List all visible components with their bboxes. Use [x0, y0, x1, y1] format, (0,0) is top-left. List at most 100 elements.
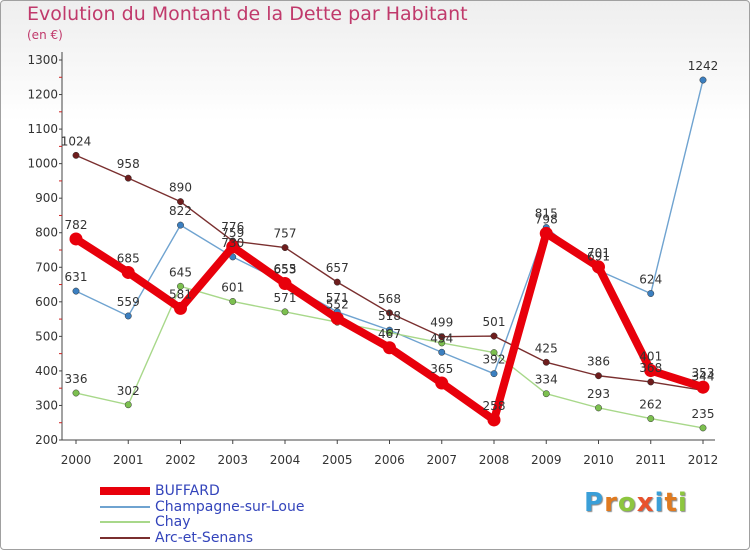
- data-label: 815: [535, 207, 558, 221]
- data-point: [438, 333, 446, 341]
- data-label: 353: [692, 366, 715, 380]
- logo-letter: x: [636, 488, 655, 518]
- data-label: 653: [274, 263, 297, 277]
- data-labels-layer: 782 685 581 759 653 552 467 365 258 798 701 401 353 6…: [61, 59, 719, 421]
- legend-swatch: [100, 536, 150, 539]
- data-point: [386, 329, 393, 337]
- data-label: 655: [274, 262, 297, 276]
- data-label: 568: [378, 292, 401, 306]
- data-label: 645: [169, 265, 192, 279]
- data-point: [542, 358, 550, 366]
- data-point: [383, 341, 396, 355]
- data-point: [696, 380, 710, 394]
- data-label: 685: [117, 251, 140, 265]
- data-label: 1024: [61, 134, 92, 148]
- data-point: [124, 174, 132, 182]
- y-tick-label: 900: [35, 191, 58, 205]
- data-point: [177, 198, 184, 206]
- y-tick-label: 300: [35, 398, 58, 412]
- data-point: [229, 253, 237, 261]
- proxiti-logo: Proxiti: [584, 488, 688, 518]
- data-label: 601: [221, 280, 244, 294]
- chart-axes: 200 300 400 500 600 700 800 900 1000 1100 1200 1300…: [27, 52, 718, 467]
- chart-title: Evolution du Montant de la Dette par Hab…: [27, 3, 468, 25]
- data-label: 822: [169, 204, 192, 218]
- data-label: 336: [65, 372, 88, 386]
- y-tick-label: 1100: [27, 122, 58, 136]
- data-label: 631: [65, 270, 88, 284]
- data-label: 571: [274, 291, 297, 305]
- data-point: [490, 370, 498, 378]
- data-point: [174, 301, 187, 315]
- data-point: [647, 378, 655, 386]
- data-label: 392: [483, 353, 506, 367]
- logo-letter: i: [677, 488, 688, 518]
- x-tick-label: 2003: [217, 453, 248, 467]
- data-point: [72, 389, 80, 397]
- data-point: [278, 277, 292, 291]
- x-tick-label: 2005: [322, 453, 353, 467]
- data-label: 467: [378, 327, 401, 341]
- legend-swatch: [100, 487, 150, 495]
- data-label: 344: [692, 369, 715, 383]
- data-label: 759: [221, 226, 244, 240]
- logo-letter: r: [604, 488, 618, 518]
- data-label: 302: [117, 384, 140, 398]
- data-point: [72, 151, 80, 159]
- y-tick-label: 500: [35, 329, 58, 343]
- data-label: 691: [587, 249, 610, 263]
- legend-swatch: [100, 521, 150, 523]
- data-point: [438, 348, 446, 356]
- data-label: 776: [221, 220, 244, 234]
- data-label: 581: [169, 287, 192, 301]
- y-tick-label: 400: [35, 364, 58, 378]
- data-point: [281, 308, 289, 316]
- data-label: 701: [587, 246, 610, 260]
- data-label: 624: [639, 273, 662, 287]
- data-label: 365: [430, 362, 453, 376]
- y-tick-label: 1300: [27, 53, 58, 67]
- data-label: 571: [326, 291, 349, 305]
- logo-letter: i: [654, 488, 665, 518]
- data-point: [647, 290, 655, 297]
- data-label: 454: [430, 331, 453, 345]
- data-label: 386: [587, 355, 610, 369]
- legend-label: BUFFARD: [155, 483, 220, 499]
- chart-subtitle: (en €): [27, 28, 63, 42]
- data-label: 258: [483, 399, 506, 413]
- x-tick-label: 2006: [374, 453, 405, 467]
- data-point: [124, 401, 132, 409]
- data-point: [647, 415, 655, 423]
- data-label: 757: [274, 227, 297, 241]
- data-label: 782: [65, 218, 88, 232]
- line-chart: 200 300 400 500 600 700 800 900 1000 1100 1200 1300…: [27, 52, 719, 467]
- data-label: 798: [535, 212, 558, 226]
- data-label: 501: [483, 315, 506, 329]
- legend-label: Arc-et-Senans: [155, 529, 254, 546]
- data-point: [595, 372, 602, 380]
- data-point: [490, 349, 498, 357]
- y-tick-label: 700: [35, 260, 58, 274]
- legend-label: Chay: [155, 514, 191, 530]
- data-point: [386, 309, 393, 317]
- data-point: [490, 332, 498, 340]
- data-point: [333, 278, 341, 286]
- x-tick-label: 2002: [165, 453, 196, 467]
- x-tick-label: 2011: [635, 453, 666, 467]
- x-tick-label: 2007: [426, 453, 457, 467]
- data-label: 425: [535, 341, 558, 355]
- x-tick-label: 2012: [688, 453, 719, 467]
- data-point: [229, 298, 237, 305]
- data-point: [281, 244, 289, 252]
- data-point: [330, 311, 344, 325]
- x-tick-label: 2004: [270, 453, 301, 467]
- y-tick-label: 800: [35, 226, 58, 240]
- data-point: [542, 390, 550, 398]
- data-point: [644, 364, 658, 378]
- x-tick-label: 2008: [479, 453, 510, 467]
- data-label: 559: [117, 295, 140, 309]
- data-point: [592, 260, 605, 274]
- x-tick-label: 2009: [531, 453, 562, 467]
- data-label: 730: [221, 236, 244, 250]
- data-label: 1242: [688, 59, 719, 73]
